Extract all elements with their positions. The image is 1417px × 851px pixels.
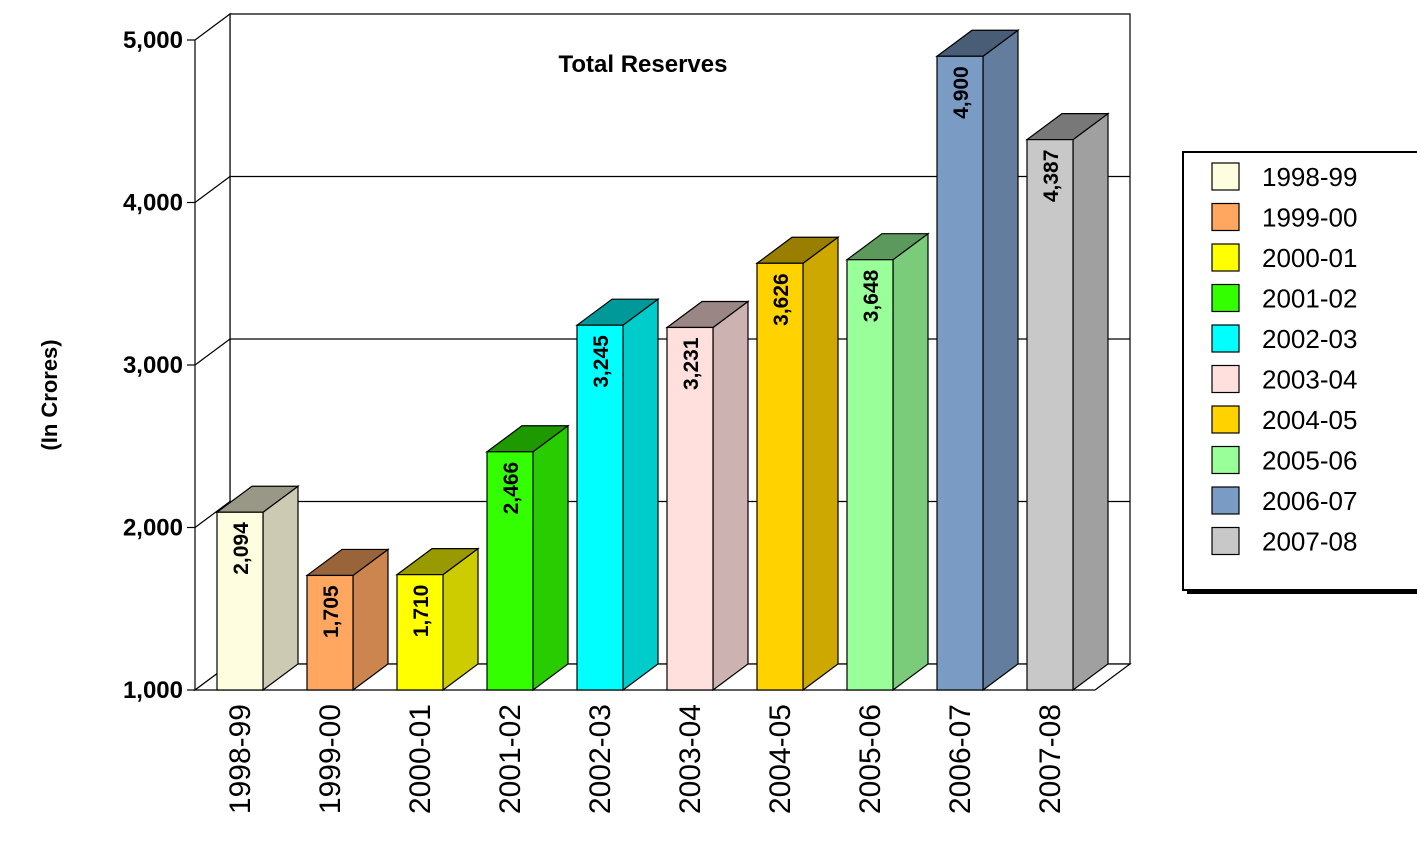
x-tick-label: 2004-05 [764,704,797,814]
bar-front [306,574,354,691]
bar-front [756,262,804,691]
data-label: 4,387 [1040,150,1063,203]
bar-2006-07: 4,900 [935,29,1020,692]
legend-label: 2001-02 [1262,284,1357,314]
y-tick-label: 4,000 [123,190,183,217]
x-tick-label: 2003-04 [674,704,707,814]
bar-side [712,300,749,692]
legend-label: 2006-07 [1262,486,1357,516]
bar-front [846,259,894,691]
data-label: 3,231 [680,337,703,390]
y-tick-label: 3,000 [123,352,183,379]
legend-swatch [1211,162,1240,191]
legend-item: 2004-05 [1211,405,1357,435]
bar-front [666,326,714,691]
x-tick-label: 1999-00 [314,704,347,814]
bar-2005-06: 3,648 [845,232,930,692]
bar-2003-04: 3,231 [665,300,750,692]
data-label: 3,626 [770,273,793,326]
y-tick-label: 2,000 [123,515,183,542]
legend-item: 2005-06 [1211,445,1357,476]
bar-side [1072,112,1109,692]
legend-item: 2003-04 [1211,364,1357,395]
bar-front [1026,139,1074,691]
x-tick-label: 1998-99 [224,704,257,814]
bar-front [486,451,534,691]
legend: 1998-99 1999-00 2000-01 2001-02 2002-03 2003-… [1182,151,1417,594]
legend-swatch [1211,324,1240,353]
legend-swatch [1211,243,1240,272]
data-label: 2,466 [500,462,523,515]
data-label: 3,245 [590,335,613,388]
bar-front [396,574,444,691]
y-tick-label: 5,000 [123,27,183,54]
bar-side [532,424,569,692]
legend-item: 1999-00 [1211,202,1357,233]
legend-label: 2007-08 [1262,527,1357,557]
bar-front [216,511,264,691]
legend-label: 2004-05 [1262,405,1357,435]
bar-2002-03: 3,245 [575,297,660,692]
y-axis: 1,000 2,000 3,000 4,000 5,000 [123,27,195,704]
bar-front [576,324,624,691]
legend-swatch [1211,405,1240,434]
y-axis-label: (In Crores) [37,339,62,450]
bar-side [892,232,929,692]
legend-label: 1999-00 [1262,203,1357,233]
data-label: 3,648 [860,269,883,322]
legend-item: 1998-99 [1211,162,1357,192]
legend-swatch [1211,364,1240,394]
gridline-side [194,501,231,528]
chart-title: Total Reserves [559,51,728,78]
bar-2001-02: 2,466 [485,424,570,692]
x-tick-label: 2007-08 [1034,704,1067,814]
x-tick-label: 2002-03 [584,704,617,814]
bar-side [802,236,839,692]
x-tick-label: 2000-01 [404,704,437,814]
bar-front [936,55,984,691]
bar-side [622,297,659,692]
legend-swatch [1211,486,1240,515]
y-tick-label: 1,000 [123,677,183,704]
x-axis: 1998-99 1999-00 2000-01 2001-02 2002-03 2003-… [224,704,1067,814]
legend-label: 2000-01 [1262,243,1357,273]
bar-side [982,29,1019,692]
legend-label: 2002-03 [1262,324,1357,354]
gridline-side [194,338,231,366]
x-tick-label: 2005-06 [854,704,887,814]
data-label: 4,900 [950,66,973,119]
bar-2004-05: 3,626 [755,236,840,692]
legend-swatch [1211,445,1240,475]
bar-2007-08: 4,387 [1025,112,1110,692]
legend-swatch [1211,202,1240,232]
bar-1998-99: 2,094 [215,485,300,692]
legend-swatch [1211,283,1240,313]
x-tick-label: 2001-02 [494,704,527,814]
data-label: 1,710 [410,585,433,638]
bars: 2,094 1,705 1,710 2,466 3,245 3,231 3,626 3,648… [215,29,1110,692]
legend-swatch [1211,526,1240,556]
legend-item: 2006-07 [1211,486,1357,516]
legend-item: 2002-03 [1211,324,1357,354]
legend-label: 1998-99 [1262,162,1357,192]
legend-item: 2007-08 [1211,526,1357,557]
bar-1999-00: 1,705 [305,548,390,692]
data-label: 2,094 [230,522,253,575]
bar-2000-01: 1,710 [395,547,480,692]
bar-side [262,485,299,692]
legend-label: 2003-04 [1262,365,1357,395]
data-label: 1,705 [320,585,343,638]
legend-item: 2000-01 [1211,243,1357,273]
legend-item: 2001-02 [1211,283,1357,314]
gridline-side [194,176,231,203]
legend-label: 2005-06 [1262,446,1357,476]
x-tick-label: 2006-07 [944,704,977,814]
